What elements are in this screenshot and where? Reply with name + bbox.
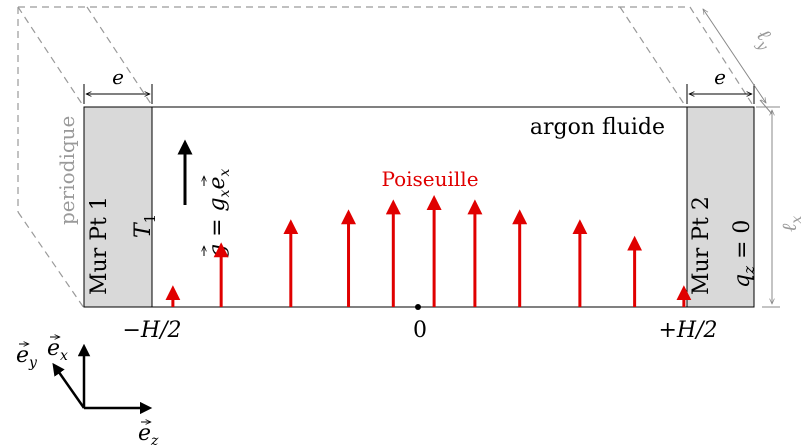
coordinate-axes: ey ex ez (16, 336, 159, 448)
wall-right-label: Mur Pt 2 (689, 196, 714, 295)
wall-left-label: Mur Pt 1 (87, 196, 112, 295)
thickness-left: e (83, 65, 153, 104)
svg-text:ez: ez (138, 421, 159, 448)
svg-text:Mur Pt 1: Mur Pt 1 (87, 196, 112, 295)
svg-text:Mur Pt 2: Mur Pt 2 (689, 196, 714, 295)
gravity-vector: g = gxex (177, 139, 233, 258)
periodic-label: periodique (55, 116, 79, 225)
poiseuille-label: Poiseuille (381, 167, 478, 191)
svg-text:ℓy: ℓy (749, 24, 782, 54)
x-label-zero: 0 (413, 318, 427, 343)
lx-dimension: ℓx (762, 106, 805, 308)
velocity-profile (165, 195, 692, 307)
wall-left (83, 106, 153, 308)
ly-dimension: ℓy (703, 9, 782, 115)
svg-text:e: e (714, 65, 726, 89)
svg-text:ℓx: ℓx (777, 216, 805, 232)
svg-text:e: e (112, 65, 124, 89)
svg-text:qz = 0: qz = 0 (730, 220, 758, 288)
wall-right (686, 106, 755, 308)
wall-right-flux-label: qz = 0 (730, 220, 758, 288)
svg-text:g = gxex: g = gxex (205, 168, 233, 258)
x-label-plus: +H/2 (658, 318, 717, 343)
svg-text:ey: ey (16, 343, 38, 371)
center-dot (415, 304, 421, 310)
svg-text:ex: ex (47, 336, 68, 364)
x-label-minus: −H/2 (122, 318, 181, 343)
fluid-label: argon fluide (530, 115, 665, 140)
